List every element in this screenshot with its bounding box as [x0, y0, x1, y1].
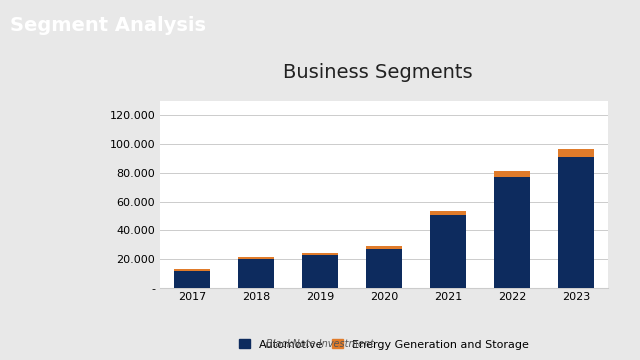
Bar [239, 257, 274, 259]
Text: BlackNote Investment: BlackNote Investment [266, 339, 374, 349]
Bar [558, 149, 593, 157]
Bar [430, 215, 466, 288]
Bar [302, 255, 338, 288]
Bar [174, 271, 210, 288]
Bar [494, 171, 529, 177]
Bar [366, 249, 402, 288]
Bar [494, 177, 529, 288]
Bar [302, 253, 338, 255]
Bar [174, 269, 210, 271]
Bar [239, 259, 274, 288]
Bar [430, 211, 466, 215]
Text: Business Segments: Business Segments [283, 63, 472, 81]
Bar [558, 157, 593, 288]
Bar [366, 246, 402, 249]
Legend: Automotive, Energy Generation and Storage: Automotive, Energy Generation and Storag… [234, 335, 534, 354]
Text: Segment Analysis: Segment Analysis [10, 16, 205, 35]
